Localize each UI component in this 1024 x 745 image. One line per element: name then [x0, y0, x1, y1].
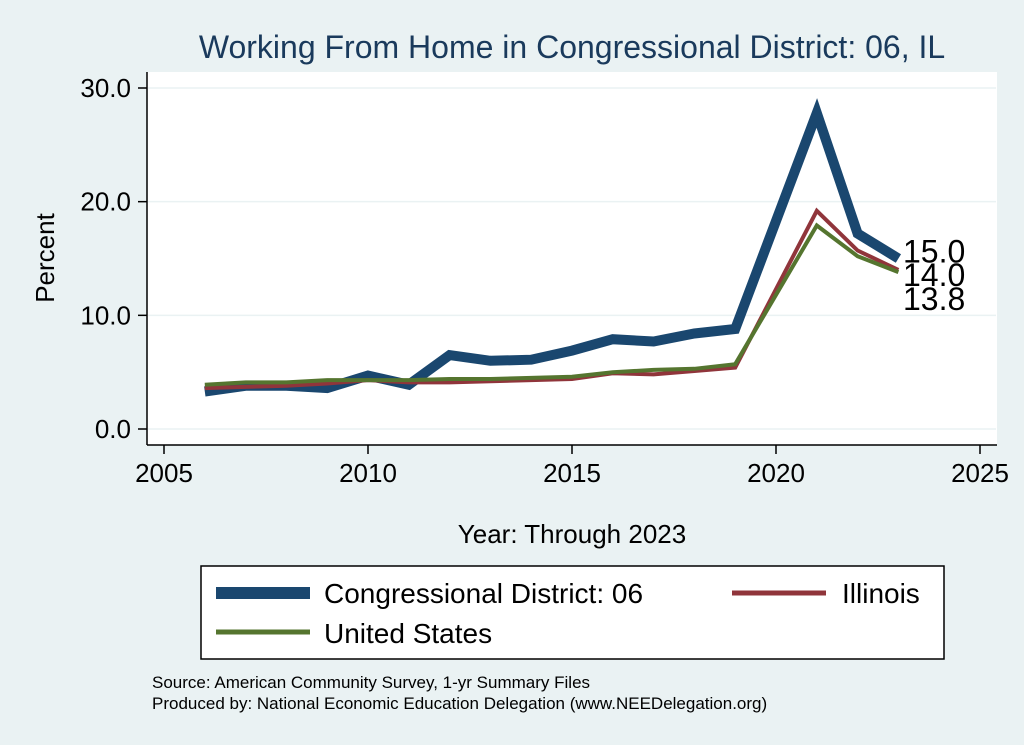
- source-line: Source: American Community Survey, 1-yr …: [152, 673, 590, 692]
- series-line-united-states: [204, 222, 900, 387]
- y-tick-label: 30.0: [80, 73, 131, 103]
- legend-label-illinois: Illinois: [842, 578, 920, 609]
- grid-lines: [148, 87, 996, 430]
- producer-line: Produced by: National Economic Education…: [152, 694, 767, 713]
- x-tick-label: 2005: [135, 458, 193, 488]
- end-value-label: 15.0: [903, 234, 965, 270]
- end-value-label: 14.0: [903, 257, 965, 293]
- y-axis-ticks: 0.0 10.0 20.0 30.0: [80, 73, 147, 444]
- series-lines: [204, 98, 902, 397]
- x-tick-label: 2025: [951, 458, 1009, 488]
- x-axis-ticks: 2005 2010 2015 2020 2025: [135, 445, 1009, 488]
- series-line-congressional-district: [204, 98, 902, 397]
- x-axis-title: Year: Through 2023: [458, 519, 686, 549]
- chart-title: Working From Home in Congressional Distr…: [199, 29, 945, 65]
- y-tick-label: 20.0: [80, 187, 131, 217]
- legend-box: [200, 565, 945, 660]
- x-tick-label: 2010: [339, 458, 397, 488]
- legend: Congressional District: 06 Illinois Unit…: [200, 565, 945, 660]
- end-value-label: 13.8: [903, 281, 965, 317]
- legend-label-congressional-district: Congressional District: 06: [324, 578, 643, 609]
- x-tick-label: 2015: [543, 458, 601, 488]
- legend-label-united-states: United States: [324, 618, 492, 649]
- end-labels: 15.014.013.8: [903, 234, 965, 318]
- y-axis-title: Percent: [30, 212, 60, 302]
- y-tick-label: 10.0: [80, 300, 131, 330]
- y-tick-label: 0.0: [95, 414, 131, 444]
- x-tick-label: 2020: [747, 458, 805, 488]
